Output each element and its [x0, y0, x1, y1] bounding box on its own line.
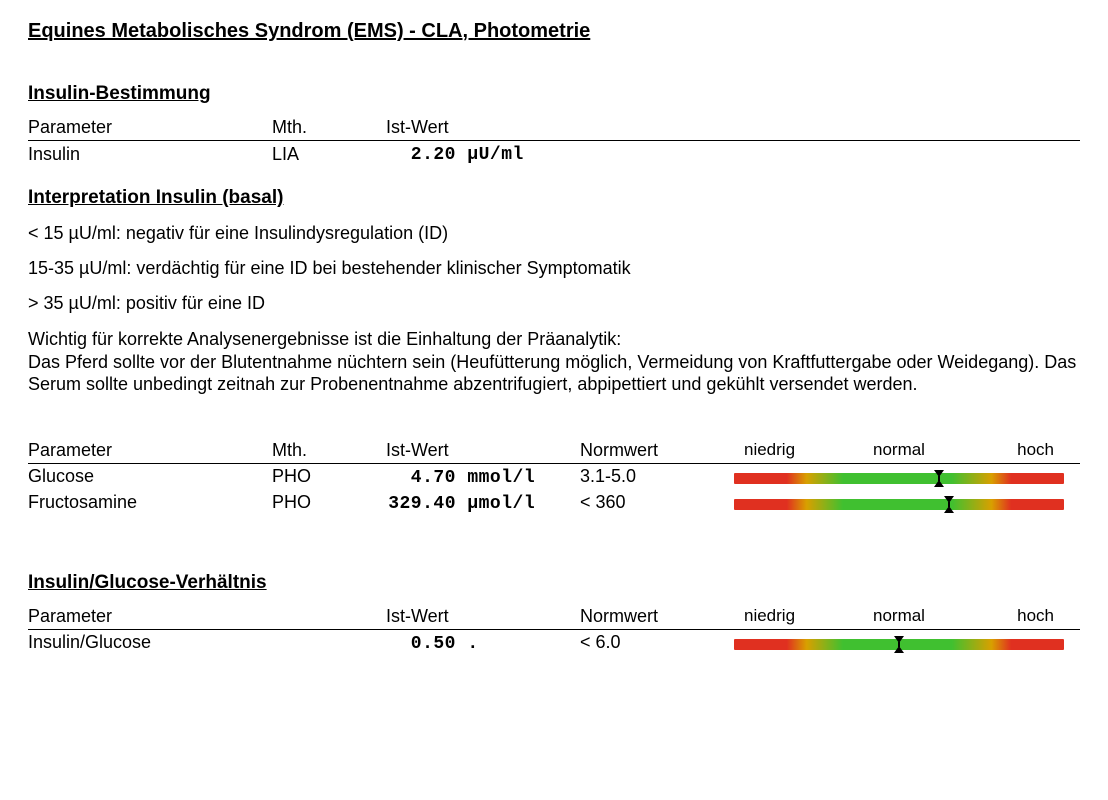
values-table: Parameter Mth. Ist-Wert Normwert niedrig…: [28, 438, 1080, 516]
cell-param: Glucose: [28, 463, 272, 490]
col-norm: Normwert: [580, 438, 734, 464]
cell-param: Insulin: [28, 141, 272, 168]
section-heading-ratio: Insulin/Glucose-Verhältnis: [28, 572, 1080, 594]
cell-method: PHO: [272, 463, 386, 490]
col-range: niedrig normal hoch: [734, 604, 1080, 630]
cell-value: 2.20 µU/ml: [386, 141, 580, 168]
col-value: Ist-Wert: [386, 438, 580, 464]
col-parameter: Parameter: [28, 115, 272, 141]
col-value: Ist-Wert: [386, 115, 580, 141]
range-marker: [894, 636, 904, 653]
cell-method: PHO: [272, 490, 386, 516]
range-marker: [934, 470, 944, 487]
range-bar: [734, 639, 1064, 650]
range-label-normal: normal: [847, 606, 950, 626]
col-norm: Normwert: [580, 604, 734, 630]
ratio-table: Parameter Ist-Wert Normwert niedrig norm…: [28, 604, 1080, 656]
section-heading-insulin: Insulin-Bestimmung: [28, 83, 1080, 105]
cell-param: Insulin/Glucose: [28, 629, 272, 656]
interpretation-note: Wichtig für korrekte Analysenergebnisse …: [28, 328, 1080, 396]
col-value: Ist-Wert: [386, 604, 580, 630]
cell-method: LIA: [272, 141, 386, 168]
col-parameter: Parameter: [28, 604, 272, 630]
table-row: Glucose PHO 4.70 mmol/l 3.1-5.0: [28, 463, 1080, 490]
range-label-high: hoch: [951, 606, 1064, 626]
section-heading-interpretation: Interpretation Insulin (basal): [28, 187, 1080, 209]
cell-param: Fructosamine: [28, 490, 272, 516]
col-method: Mth.: [272, 438, 386, 464]
cell-value: 0.50 .: [386, 629, 580, 656]
cell-value: 329.40 µmol/l: [386, 490, 580, 516]
range-marker: [944, 496, 954, 513]
range-label-high: hoch: [951, 440, 1064, 460]
cell-norm: 3.1-5.0: [580, 463, 734, 490]
range-bar: [734, 473, 1064, 484]
interpretation-line: < 15 µU/ml: negativ für eine Insulindysr…: [28, 223, 1080, 244]
range-label-normal: normal: [847, 440, 950, 460]
table-row: Fructosamine PHO 329.40 µmol/l < 360: [28, 490, 1080, 516]
insulin-table: Parameter Mth. Ist-Wert Insulin LIA 2.20…: [28, 115, 1080, 167]
range-label-low: niedrig: [734, 440, 847, 460]
col-range: niedrig normal hoch: [734, 438, 1080, 464]
cell-value: 4.70 mmol/l: [386, 463, 580, 490]
table-row: Insulin LIA 2.20 µU/ml: [28, 141, 1080, 168]
interpretation-line: > 35 µU/ml: positiv für eine ID: [28, 293, 1080, 314]
cell-norm: < 360: [580, 490, 734, 516]
col-parameter: Parameter: [28, 438, 272, 464]
interpretation-line: 15-35 µU/ml: verdächtig für eine ID bei …: [28, 258, 1080, 279]
col-method: Mth.: [272, 115, 386, 141]
report-title: Equines Metabolisches Syndrom (EMS) - CL…: [28, 20, 1080, 43]
range-label-low: niedrig: [734, 606, 847, 626]
cell-norm: < 6.0: [580, 629, 734, 656]
range-bar: [734, 499, 1064, 510]
table-row: Insulin/Glucose 0.50 . < 6.0: [28, 629, 1080, 656]
